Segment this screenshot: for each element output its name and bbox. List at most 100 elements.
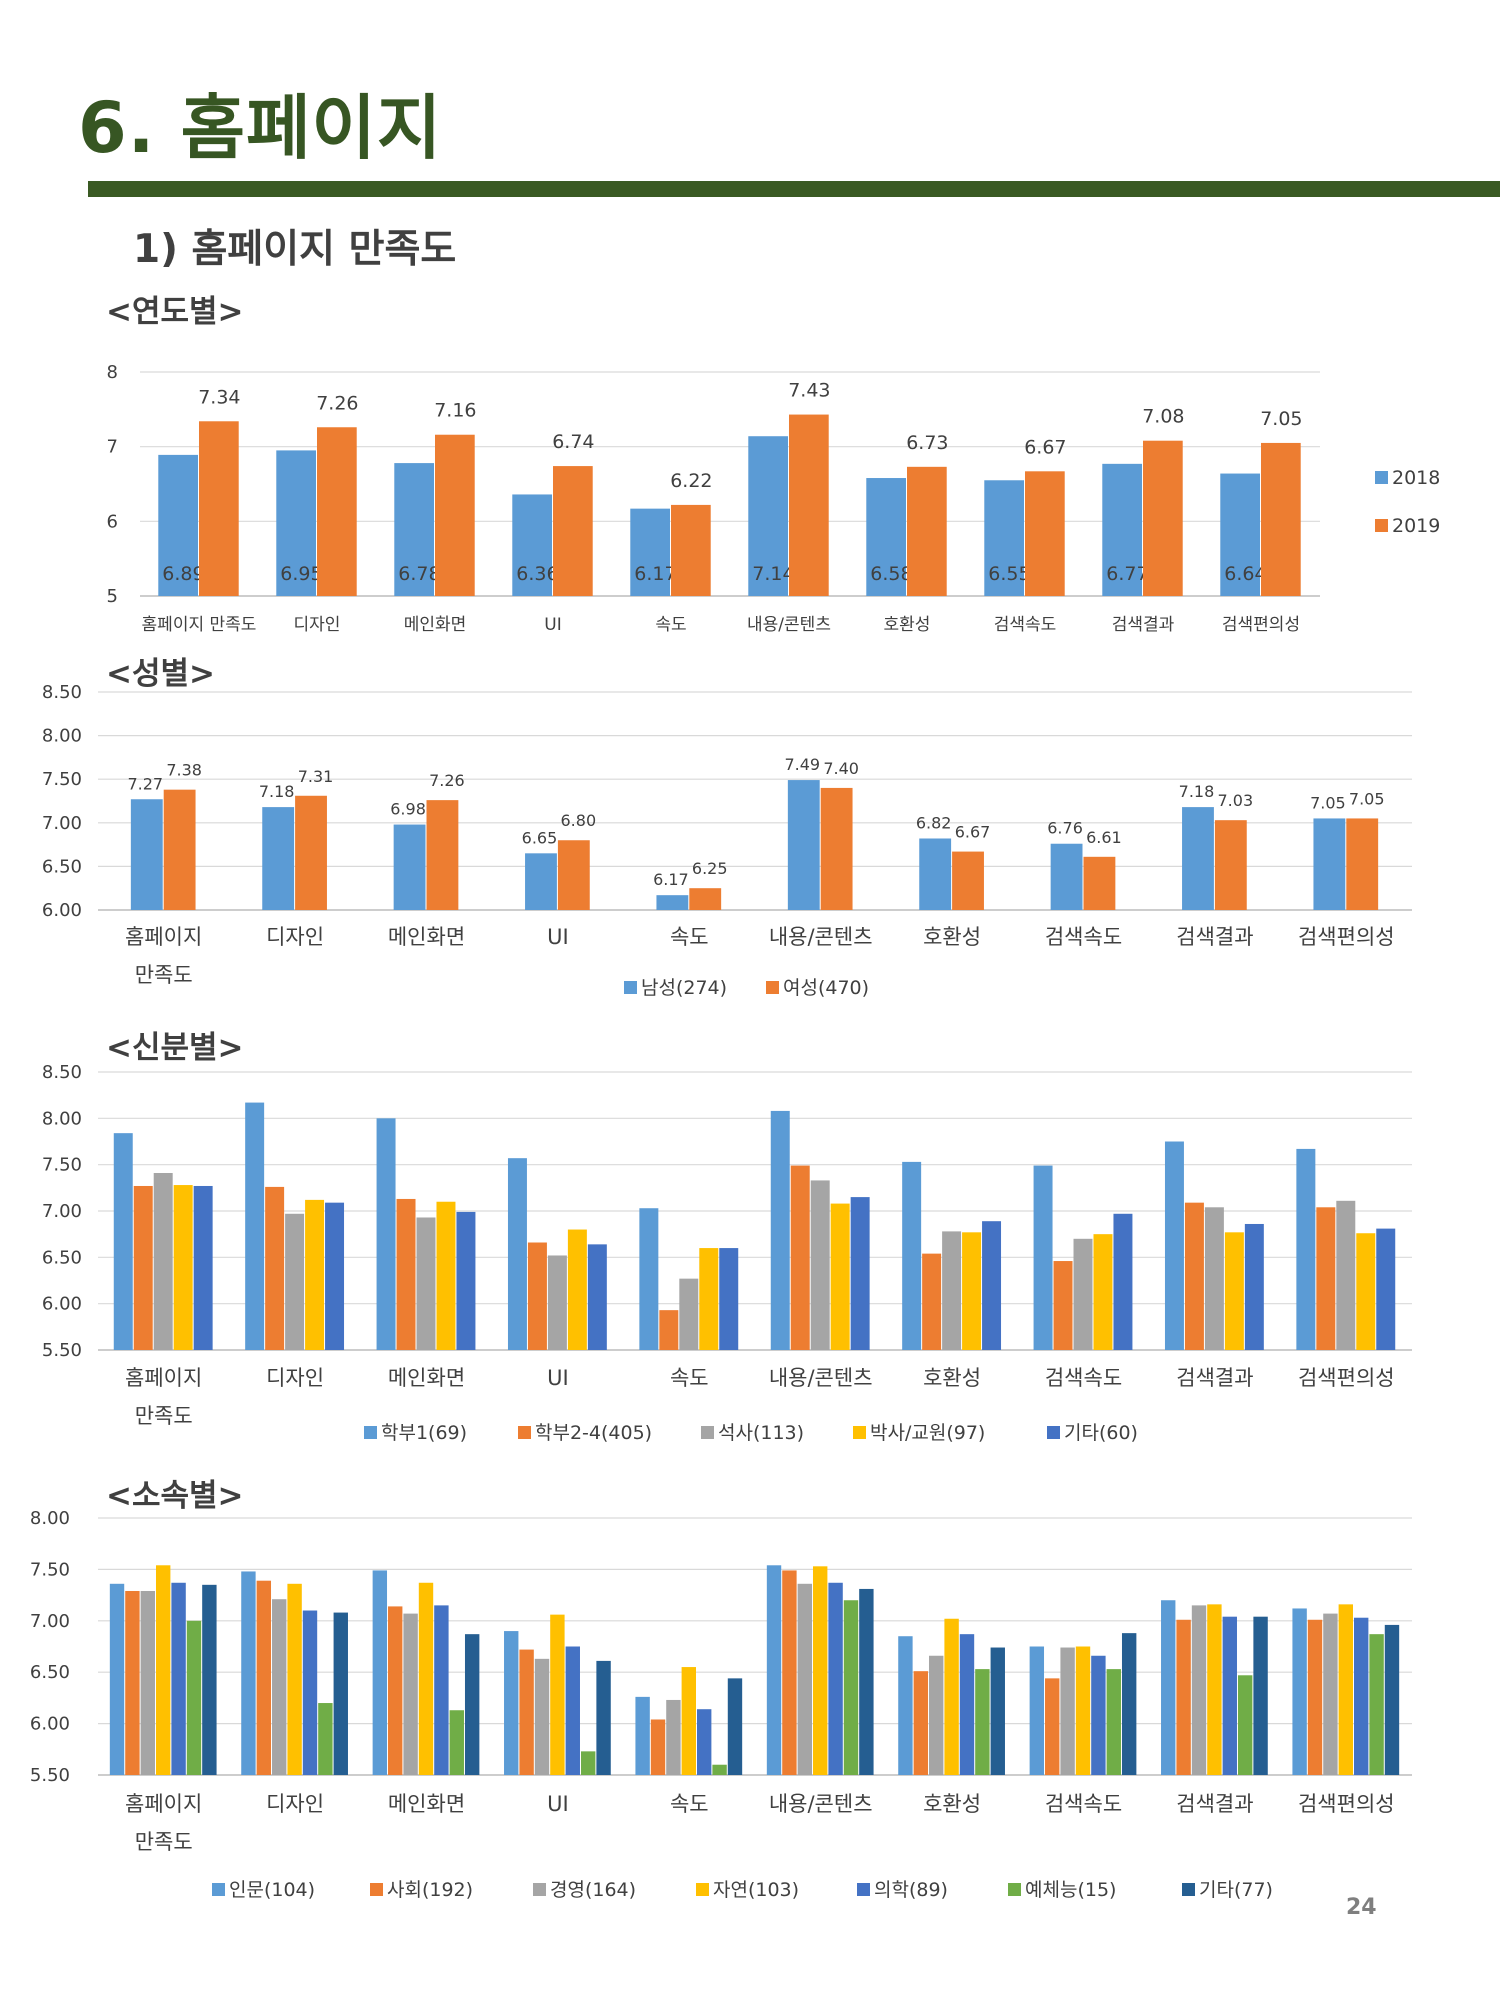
- x-tick-label: 호환성: [884, 615, 931, 635]
- bar: [199, 421, 239, 596]
- legend-label: 기타(60): [1064, 1422, 1138, 1444]
- data-label: 6.74: [552, 431, 594, 453]
- bar: [696, 1709, 712, 1775]
- x-tick-label: 검색편의성: [1298, 925, 1395, 949]
- bar: [952, 851, 984, 910]
- x-tick-label: 홈페이지 만족도: [142, 615, 257, 635]
- bar: [790, 1165, 810, 1350]
- bar: [272, 1599, 287, 1775]
- bar: [982, 1221, 1002, 1350]
- y-tick-label: 8.00: [42, 726, 82, 747]
- x-tick-label: 메인화면: [388, 1792, 465, 1816]
- bar: [580, 1751, 596, 1775]
- bar: [158, 454, 198, 596]
- data-label: 6.64: [1224, 563, 1266, 585]
- legend-swatch: [853, 1426, 866, 1439]
- x-tick-label: 속도: [670, 1792, 709, 1816]
- y-tick-label: 7: [107, 437, 118, 458]
- bar: [1376, 1228, 1396, 1350]
- bar: [587, 1244, 607, 1350]
- bar: [919, 838, 952, 910]
- data-label: 7.49: [784, 755, 820, 774]
- data-label: 6.82: [916, 813, 952, 832]
- x-tick-label: 디자인: [266, 1366, 324, 1390]
- bar: [372, 1570, 388, 1775]
- legend-swatch: [1047, 1426, 1060, 1439]
- legend-label: 2018: [1392, 467, 1440, 489]
- x-tick-label: 검색속도: [994, 615, 1057, 635]
- x-tick-label: 호환성: [923, 1366, 981, 1390]
- bar: [639, 1208, 659, 1350]
- data-label: 6.78: [398, 563, 440, 585]
- data-label: 7.18: [1179, 782, 1215, 801]
- bar: [163, 789, 196, 910]
- bar: [666, 1699, 681, 1775]
- bar: [1033, 1165, 1053, 1350]
- bar: [130, 799, 163, 910]
- bar: [659, 1310, 679, 1350]
- x-tick-label: 디자인: [266, 925, 324, 949]
- x-tick-label: 검색결과: [1176, 925, 1253, 949]
- bar: [1214, 820, 1247, 910]
- y-tick-label: 7.00: [42, 813, 82, 834]
- bar: [256, 1580, 272, 1775]
- bar: [813, 1566, 828, 1775]
- bar: [797, 1583, 813, 1775]
- data-label: 6.67: [955, 823, 991, 842]
- data-label: 7.03: [1218, 791, 1254, 810]
- data-label: 6.55: [988, 563, 1030, 585]
- bar: [202, 1584, 217, 1775]
- y-tick-label: 8.00: [30, 1508, 70, 1529]
- legend-swatch: [1008, 1883, 1021, 1896]
- bar: [1296, 1148, 1316, 1350]
- bar: [962, 1232, 982, 1350]
- data-label: 7.40: [823, 759, 859, 778]
- bar: [1102, 463, 1142, 596]
- bar: [712, 1764, 727, 1775]
- bar: [830, 1203, 850, 1350]
- x-tick-label: 홈페이지: [125, 1792, 202, 1816]
- data-label: 6.95: [280, 563, 322, 585]
- legend-label: 여성(470): [783, 977, 869, 999]
- bar: [1346, 818, 1379, 910]
- data-label: 7.34: [198, 386, 240, 408]
- x-tick-label: 검색편의성: [1222, 615, 1300, 635]
- bar: [828, 1582, 843, 1775]
- bar: [1207, 1604, 1222, 1775]
- bar: [681, 1667, 696, 1775]
- bar: [525, 853, 557, 910]
- legend-label: 학부2-4(405): [535, 1422, 652, 1444]
- bar: [519, 1649, 534, 1775]
- bar: [1106, 1669, 1121, 1775]
- bar: [975, 1669, 990, 1775]
- x-tick-label: UI: [544, 615, 561, 635]
- bar: [782, 1570, 797, 1775]
- data-label: 6.17: [653, 870, 689, 889]
- bar: [193, 1185, 213, 1350]
- bar: [153, 1173, 173, 1350]
- x-tick-label: 홈페이지: [125, 925, 202, 949]
- bar: [635, 1696, 650, 1775]
- x-tick-label: 검색속도: [1045, 925, 1122, 949]
- legend-label: 자연(103): [713, 1879, 799, 1901]
- bar: [1338, 1604, 1353, 1775]
- bar: [418, 1582, 434, 1775]
- legend-swatch: [766, 981, 779, 994]
- bar: [435, 434, 475, 596]
- heading-by-year: <연도별>: [106, 294, 244, 330]
- bar: [276, 450, 316, 596]
- x-tick-label: 메인화면: [388, 1366, 465, 1390]
- x-tick-label: 메인화면: [404, 615, 467, 635]
- bar: [436, 1201, 456, 1350]
- bar: [1313, 818, 1346, 910]
- bar: [913, 1671, 929, 1775]
- bar: [1316, 1207, 1336, 1350]
- bar: [1029, 1646, 1045, 1775]
- data-label: 6.22: [670, 470, 712, 492]
- bar: [990, 1647, 1005, 1775]
- data-label: 6.80: [561, 811, 597, 830]
- bar: [285, 1213, 305, 1350]
- bar: [810, 1180, 830, 1350]
- y-tick-label: 5.50: [42, 1340, 82, 1361]
